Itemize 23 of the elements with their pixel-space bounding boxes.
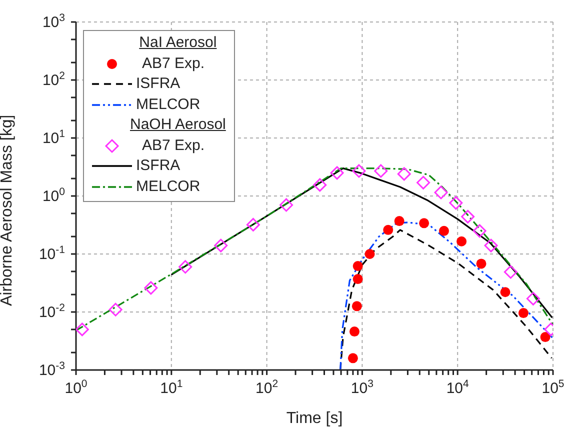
text: NaOH Aerosol: [130, 116, 226, 133]
legend-label: AB7 Exp.: [141, 54, 205, 74]
legend-label: ISFRA: [136, 74, 180, 94]
legend-label: AB7 Exp.: [141, 136, 205, 156]
text: NaI Aerosol: [139, 34, 217, 51]
x-tick-label: 10$^{2}$: [256, 378, 278, 397]
legend-label: MELCOR: [136, 94, 200, 114]
x-tick-label: 10$^{5}$: [542, 378, 564, 397]
y-tick-label: 10$^{-2}$: [38, 302, 66, 321]
x-axis-title: Time [s]: [286, 410, 343, 427]
y-tick-label: 10$^{-1}$: [38, 244, 66, 263]
x-tick-label: 10$^{1}$: [160, 378, 183, 397]
x-tick-label: 10$^{0}$: [64, 378, 88, 397]
y-tick-label: 10$^{2}$: [42, 70, 66, 89]
y-axis-title: Airborne Aerosol Mass [kg]: [0, 114, 16, 306]
legend-label: MELCOR: [136, 176, 200, 196]
x-tick-label: 10$^{4}$: [446, 378, 470, 397]
y-tick-label: 10$^{0}$: [42, 186, 66, 205]
y-tick-label: 10$^{3}$: [42, 12, 66, 31]
x-tick-label: 10$^{3}$: [350, 378, 374, 397]
legend-label: ISFRA: [136, 156, 180, 176]
y-tick-label: 10$^{-3}$: [38, 360, 66, 379]
y-tick-label: 10$^{1}$: [42, 128, 66, 147]
